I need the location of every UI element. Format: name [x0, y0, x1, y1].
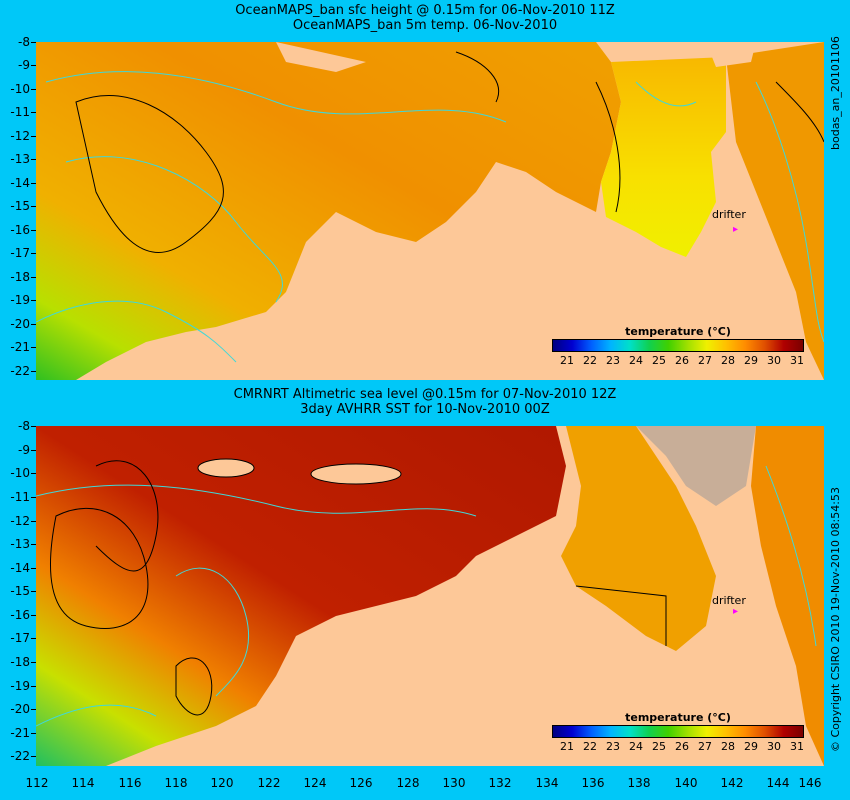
colorbar-label: 27	[698, 354, 712, 367]
x-tick-label: 136	[581, 776, 605, 790]
colorbar-title: temperature (°C)	[625, 711, 731, 724]
top-side-label: bodas_an_20101106	[829, 36, 842, 150]
x-tick-label: 116	[118, 776, 142, 790]
drifter-label: drifter	[712, 208, 746, 221]
y-tick-label: -12	[0, 130, 36, 142]
y-tick-label: -21	[0, 727, 36, 739]
top-colorbar: temperature (°C) 21 22 23 24 25 26 27 28…	[552, 325, 804, 367]
colorbar-label: 21	[560, 740, 574, 753]
colorbar-label: 24	[629, 354, 643, 367]
y-tick-label: -19	[0, 680, 36, 692]
top-temperature-field	[36, 42, 824, 380]
y-tick-label: -9	[0, 444, 36, 456]
top-map-panel: temperature (°C) 21 22 23 24 25 26 27 28…	[36, 42, 824, 380]
x-tick-label: 130	[442, 776, 466, 790]
colorbar-label: 31	[790, 354, 804, 367]
y-tick-label: -8	[0, 36, 36, 48]
x-tick-label: 114	[71, 776, 95, 790]
x-tick-label: 128	[396, 776, 420, 790]
y-tick-label: -22	[0, 750, 36, 762]
drifter-label: drifter	[712, 594, 746, 607]
y-tick-label: -15	[0, 200, 36, 212]
colorbar-label: 21	[560, 354, 574, 367]
x-tick-label: 124	[303, 776, 327, 790]
colorbar-gradient	[552, 339, 804, 352]
y-tick-label: -8	[0, 420, 36, 432]
y-tick-label: -22	[0, 365, 36, 377]
y-tick-label: -20	[0, 318, 36, 330]
top-title-line2: OceanMAPS_ban 5m temp. 06-Nov-2010	[292, 18, 558, 33]
colorbar-label: 30	[767, 354, 781, 367]
y-tick-label: -14	[0, 562, 36, 574]
colorbar-label: 23	[606, 740, 620, 753]
top-title-line1: OceanMAPS_ban sfc height @ 0.15m for 06-…	[235, 3, 615, 18]
x-tick-label: 142	[720, 776, 744, 790]
x-tick-label: 120	[210, 776, 234, 790]
y-tick-label: -11	[0, 491, 36, 503]
colorbar-label: 22	[583, 740, 597, 753]
colorbar-label: 26	[675, 354, 689, 367]
y-tick-label: -15	[0, 585, 36, 597]
x-tick-label: 112	[25, 776, 49, 790]
x-tick-label: 144	[766, 776, 790, 790]
y-tick-label: -17	[0, 632, 36, 644]
x-tick-label: 118	[164, 776, 188, 790]
colorbar-label: 28	[721, 354, 735, 367]
y-tick-label: -14	[0, 177, 36, 189]
y-tick-label: -13	[0, 153, 36, 165]
y-tick-label: -10	[0, 83, 36, 95]
bottom-title-line2: 3day AVHRR SST for 10-Nov-2010 00Z	[300, 402, 550, 417]
y-tick-label: -19	[0, 294, 36, 306]
y-tick-label: -12	[0, 515, 36, 527]
bottom-title-line1: CMRNRT Altimetric sea level @0.15m for 0…	[233, 387, 617, 402]
colorbar-label: 29	[744, 354, 758, 367]
y-tick-label: -20	[0, 703, 36, 715]
colorbar-gradient	[552, 725, 804, 738]
drifter-marker: ▸	[733, 606, 739, 617]
y-tick-label: -10	[0, 467, 36, 479]
colorbar-label: 25	[652, 740, 666, 753]
x-tick-label: 140	[674, 776, 698, 790]
colorbar-label: 22	[583, 354, 597, 367]
bottom-temperature-field	[36, 426, 824, 766]
y-tick-label: -17	[0, 247, 36, 259]
colorbar-title: temperature (°C)	[625, 325, 731, 338]
x-tick-label: 126	[349, 776, 373, 790]
drifter-marker: ▸	[733, 224, 739, 235]
colorbar-label: 29	[744, 740, 758, 753]
x-tick-label: 122	[257, 776, 281, 790]
colorbar-label: 25	[652, 354, 666, 367]
x-tick-label: 132	[488, 776, 512, 790]
colorbar-label: 30	[767, 740, 781, 753]
bottom-side-label: © Copyright CSIRO 2010 19-Nov-2010 08:54…	[829, 487, 842, 752]
colorbar-label: 23	[606, 354, 620, 367]
y-tick-label: -11	[0, 106, 36, 118]
x-tick-label: 138	[627, 776, 651, 790]
x-tick-label: 134	[535, 776, 559, 790]
colorbar-label: 28	[721, 740, 735, 753]
colorbar-label: 24	[629, 740, 643, 753]
colorbar-label: 31	[790, 740, 804, 753]
y-tick-label: -16	[0, 609, 36, 621]
y-tick-label: -13	[0, 538, 36, 550]
x-tick-label: 146	[798, 776, 822, 790]
y-tick-label: -21	[0, 341, 36, 353]
bottom-colorbar: temperature (°C) 21 22 23 24 25 26 27 28…	[552, 711, 804, 753]
colorbar-label: 26	[675, 740, 689, 753]
y-tick-label: -16	[0, 224, 36, 236]
colorbar-label: 27	[698, 740, 712, 753]
y-tick-label: -18	[0, 656, 36, 668]
bottom-map-panel: temperature (°C) 21 22 23 24 25 26 27 28…	[36, 426, 824, 766]
y-tick-label: -18	[0, 271, 36, 283]
y-tick-label: -9	[0, 59, 36, 71]
